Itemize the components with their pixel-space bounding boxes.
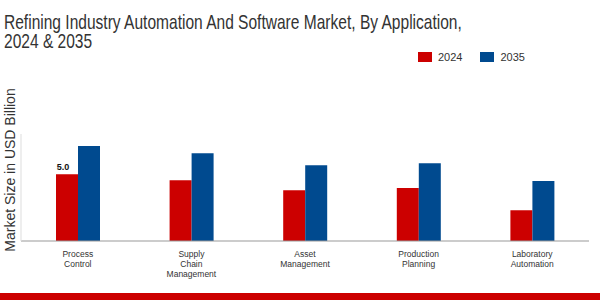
svg-text:AssetManagement: AssetManagement (280, 249, 330, 269)
html-text:Market Size in USD Billion: Market Size in USD Billion (2, 88, 18, 252)
html-text:2035: 2035 (500, 51, 525, 63)
svg-text:ProductionPlanning: ProductionPlanning (398, 249, 439, 269)
svg-text:ProcessControl: ProcessControl (62, 249, 93, 269)
svg-text:LaboratoryAutomation: LaboratoryAutomation (511, 249, 554, 269)
svg-text:SupplyChainManagement: SupplyChainManagement (167, 249, 217, 279)
html-text:Refining Industry Automation A: Refining Industry Automation And Softwar… (4, 10, 462, 52)
html-text:2024: 2024 (438, 51, 463, 63)
svg-text:5.0: 5.0 (57, 162, 70, 172)
